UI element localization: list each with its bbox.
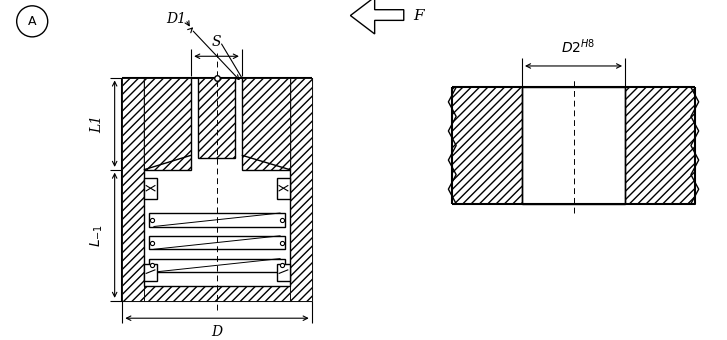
- Text: S: S: [212, 34, 221, 49]
- Text: D: D: [211, 325, 222, 339]
- Bar: [242, 78, 290, 170]
- Bar: [144, 78, 191, 170]
- Bar: [277, 264, 290, 281]
- Bar: [148, 213, 286, 226]
- Bar: [144, 286, 290, 301]
- Text: F: F: [414, 8, 424, 22]
- Bar: [148, 258, 286, 272]
- Bar: [122, 78, 144, 301]
- Text: $L_{-1}$: $L_{-1}$: [89, 224, 105, 247]
- Bar: [144, 177, 157, 199]
- Bar: [277, 177, 290, 199]
- Bar: [144, 264, 157, 281]
- Text: D1: D1: [166, 12, 186, 27]
- Bar: [148, 236, 286, 249]
- Polygon shape: [350, 0, 403, 34]
- Text: A: A: [28, 15, 36, 28]
- Bar: [522, 87, 625, 204]
- Bar: [290, 78, 312, 301]
- Bar: [198, 78, 235, 158]
- Text: L1: L1: [90, 115, 104, 133]
- Bar: [452, 87, 522, 204]
- Bar: [625, 87, 695, 204]
- Text: $D2^{H8}$: $D2^{H8}$: [561, 38, 595, 56]
